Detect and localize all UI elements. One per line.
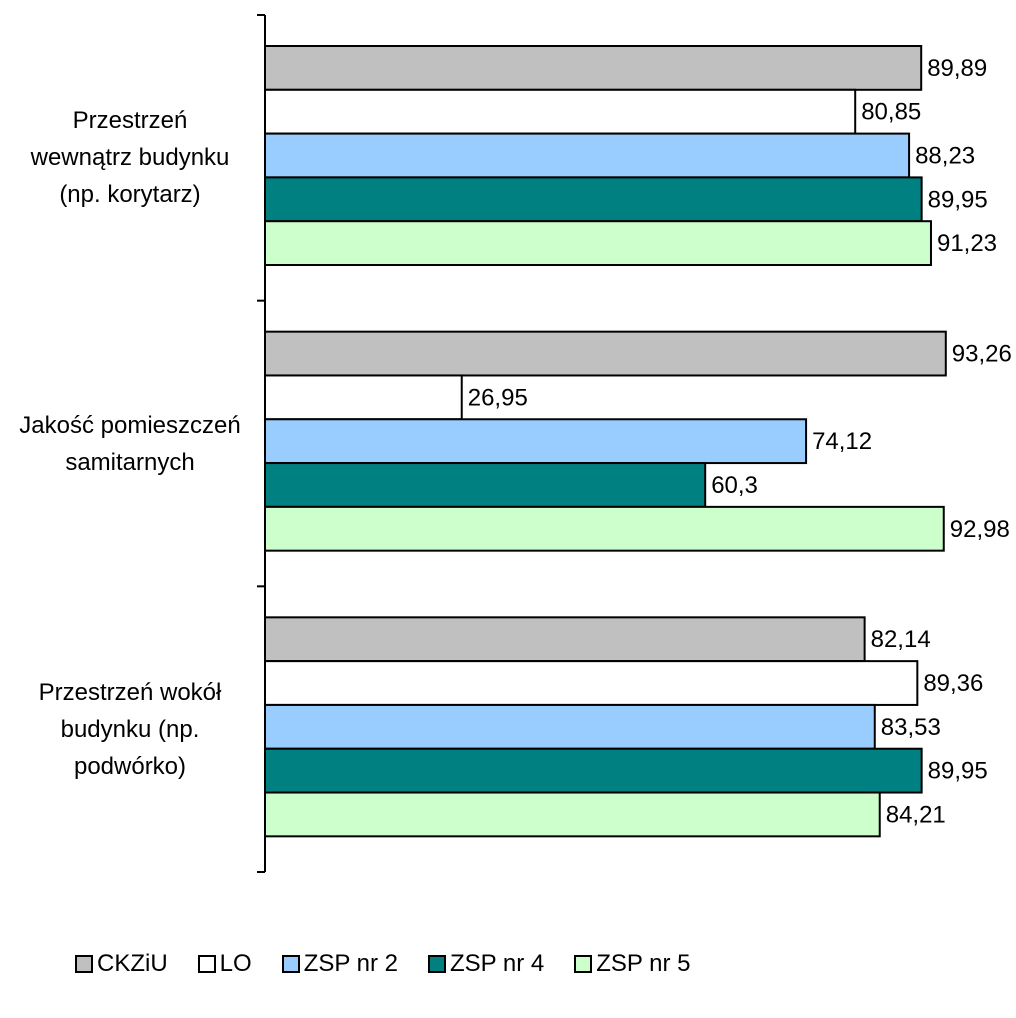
legend-swatch: [197, 955, 216, 973]
category-label-line: wewnątrz budynku: [30, 144, 230, 172]
legend-item: ZSP nr 5: [574, 950, 690, 978]
legend-item: ZSP nr 4: [427, 950, 545, 978]
bar-5-cat-2: [264, 505, 945, 552]
data-label: 92,98: [950, 516, 1010, 543]
data-label: 89,95: [928, 186, 988, 213]
data-label: 82,14: [871, 626, 931, 653]
legend-label: ZSP nr 2: [303, 950, 398, 977]
category-label-line: Jakość pomieszczeń: [19, 411, 241, 439]
bars-group: [264, 45, 947, 838]
legend-label: LO: [219, 950, 252, 977]
data-label: 89,95: [928, 758, 988, 785]
data-label: 26,95: [468, 384, 528, 411]
legend-item: LO: [197, 950, 252, 978]
legend: CKZiU LO ZSP nr 2 ZSP nr 4 ZSP nr 5: [75, 949, 720, 979]
bar-2-cat-3: [264, 660, 919, 706]
category-label: Przestrzeń wokół budynku (np. podwórko): [5, 674, 255, 785]
data-label: 84,21: [886, 801, 946, 828]
bar-3-cat-2: [264, 418, 808, 465]
data-label: 74,12: [812, 428, 872, 455]
legend-swatch: [427, 955, 446, 973]
legend-swatch: [75, 955, 93, 973]
bar-1-cat-1: [264, 45, 923, 91]
bar-3-cat-1: [264, 132, 911, 179]
bar-1-cat-2: [264, 330, 947, 377]
category-label-line: samitarnych: [65, 448, 195, 476]
legend-label: CKZiU: [97, 950, 168, 977]
bar-3-cat-3: [264, 703, 876, 750]
category-label-line: podwórko): [73, 752, 187, 780]
bar-5-cat-1: [264, 220, 932, 266]
category-label-line: budynku (np.: [60, 715, 200, 743]
legend-item: ZSP nr 2: [281, 950, 398, 978]
data-label: 91,23: [937, 230, 997, 257]
data-label: 89,89: [927, 55, 987, 82]
data-label: 80,85: [861, 99, 921, 126]
legend-item: CKZiU: [75, 950, 168, 978]
legend-swatch: [574, 955, 593, 973]
legend-label: ZSP nr 4: [449, 950, 545, 977]
bar-5-cat-3: [264, 791, 881, 838]
bar-4-cat-2: [264, 462, 707, 508]
category-axis: [257, 14, 266, 873]
bar-1-cat-3: [264, 616, 866, 663]
category-label-line: (np. korytarz): [59, 181, 201, 209]
legend-label: ZSP nr 5: [596, 950, 691, 977]
data-label: 83,53: [881, 714, 941, 741]
data-label: 88,23: [915, 143, 975, 170]
legend-swatch: [281, 955, 300, 973]
category-label: Jakość pomieszczeń samitarnych: [5, 407, 255, 481]
data-label: 93,26: [952, 341, 1012, 368]
category-label-line: Przestrzeń wokół: [38, 678, 222, 706]
data-label: 60,3: [711, 472, 758, 499]
category-label-line: Przestrzeń: [72, 107, 188, 135]
bar-2-cat-1: [264, 88, 857, 135]
bar-4-cat-3: [264, 747, 923, 794]
category-label: Przestrzeń wewnątrz budynku (np. korytarz): [5, 102, 255, 213]
bar-4-cat-1: [264, 176, 923, 223]
bar-2-cat-2: [264, 374, 463, 421]
data-label: 89,36: [923, 670, 983, 697]
